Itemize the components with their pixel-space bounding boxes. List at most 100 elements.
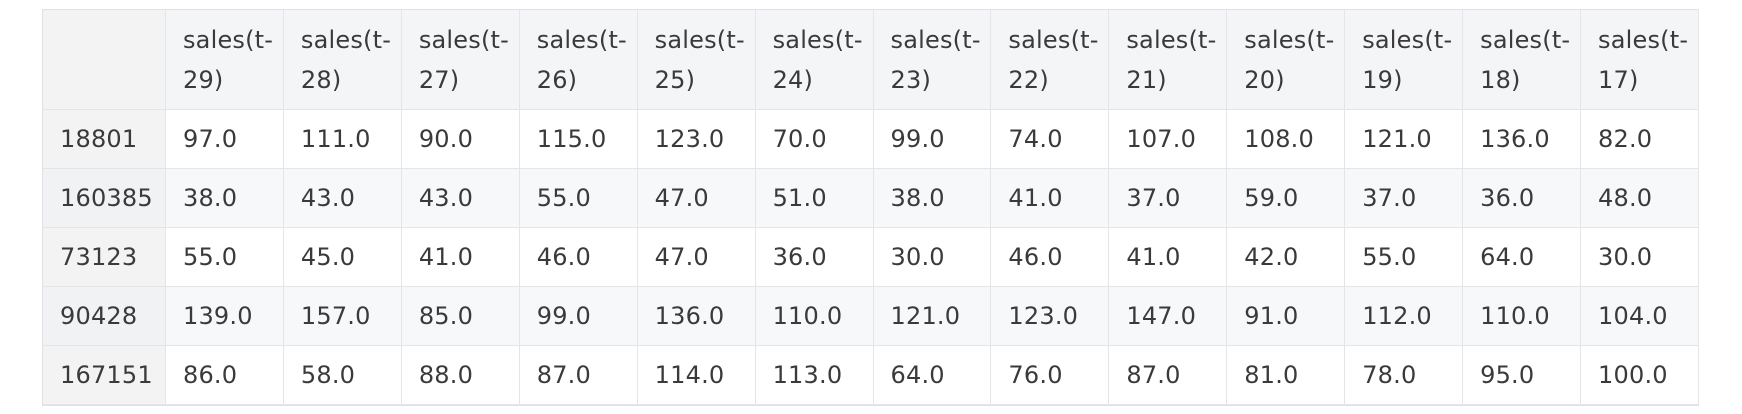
column-header: sales(t- 17) (1580, 10, 1699, 110)
table-cell: 157.0 (283, 286, 402, 346)
column-header-line: sales(t- (418, 25, 509, 54)
table-cell: 99.0 (519, 286, 638, 346)
table-cell: 78.0 (1344, 345, 1464, 405)
table-cell: 81.0 (1226, 345, 1346, 405)
table-cell: 48.0 (1580, 168, 1699, 228)
row-index-cell: 167151 (43, 345, 166, 405)
column-header: sales(t- 19) (1344, 10, 1464, 110)
table-cell: 41.0 (990, 168, 1110, 228)
table-cell: 90.0 (401, 109, 520, 169)
table-cell: 121.0 (1344, 109, 1464, 169)
table-cell: 110.0 (1462, 286, 1582, 346)
table-cell: 113.0 (755, 345, 874, 405)
column-header-line: sales(t- (1126, 25, 1217, 54)
column-header-line: 27) (418, 65, 460, 94)
table-cell: 100.0 (1580, 345, 1699, 405)
table-cell: 115.0 (519, 109, 638, 169)
table-row: 167151 86.0 58.0 88.0 87.0 114.0 113.0 6… (43, 345, 1699, 405)
column-header-line: 22) (1008, 65, 1049, 94)
table-cell: 104.0 (1580, 286, 1699, 346)
table-cell: 38.0 (165, 168, 284, 228)
table-cell: 41.0 (1108, 227, 1228, 287)
table-cell: 36.0 (1462, 168, 1582, 228)
table-row: 160385 38.0 43.0 43.0 55.0 47.0 51.0 38.… (43, 168, 1699, 228)
table-cell: 108.0 (1226, 109, 1346, 169)
table-cell: 70.0 (755, 109, 874, 169)
column-header-line: 21) (1126, 65, 1167, 94)
column-header-line: 18) (1480, 65, 1521, 94)
table-cell: 47.0 (637, 227, 756, 287)
column-header-line: sales(t- (1480, 25, 1571, 54)
table-cell: 121.0 (873, 286, 992, 346)
column-header-line: 23) (890, 65, 932, 94)
row-index-cell: 90428 (43, 286, 166, 346)
table-cell: 43.0 (401, 168, 520, 228)
table-cell: 111.0 (283, 109, 402, 169)
table-cell: 87.0 (1108, 345, 1228, 405)
table-cell: 139.0 (165, 286, 284, 346)
table-cell: 95.0 (1462, 345, 1582, 405)
column-header-line: sales(t- (772, 25, 863, 54)
table-cell: 107.0 (1108, 109, 1228, 169)
column-header-line: sales(t- (654, 25, 745, 54)
column-header-line: 24) (772, 65, 814, 94)
table-cell: 30.0 (873, 227, 992, 287)
table-cell: 64.0 (1462, 227, 1582, 287)
table-cell: 55.0 (1344, 227, 1464, 287)
column-header: sales(t- 20) (1226, 10, 1346, 110)
column-header-line: sales(t- (536, 25, 627, 54)
table-cell: 43.0 (283, 168, 402, 228)
table-cell: 110.0 (755, 286, 874, 346)
table-row: 90428 139.0 157.0 85.0 99.0 136.0 110.0 … (43, 286, 1699, 346)
column-header: sales(t- 21) (1108, 10, 1228, 110)
table-cell: 37.0 (1108, 168, 1228, 228)
column-header-line: 19) (1362, 65, 1403, 94)
column-header-line: 17) (1598, 65, 1639, 94)
column-header: sales(t- 23) (873, 10, 992, 110)
column-header-line: sales(t- (890, 25, 981, 54)
table-cell: 123.0 (637, 109, 756, 169)
row-index-cell: 18801 (43, 109, 166, 169)
table-cell: 58.0 (283, 345, 402, 405)
table-cell: 55.0 (519, 168, 638, 228)
table-cell: 64.0 (873, 345, 992, 405)
table-cell: 46.0 (990, 227, 1110, 287)
table-cell: 37.0 (1344, 168, 1464, 228)
table-cell: 76.0 (990, 345, 1110, 405)
column-header: sales(t- 18) (1462, 10, 1582, 110)
table-cell: 88.0 (401, 345, 520, 405)
row-index-cell: 73123 (43, 227, 166, 287)
row-index-cell: 160385 (43, 168, 166, 228)
column-header: sales(t- 28) (283, 10, 402, 110)
table-cell: 123.0 (990, 286, 1110, 346)
column-header: sales(t- 24) (755, 10, 874, 110)
table-cell: 91.0 (1226, 286, 1346, 346)
dataframe-table-viewport[interactable]: sales(t- 29) sales(t- 28) sales(t- 27) sale… (42, 9, 1699, 406)
table-cell: 46.0 (519, 227, 638, 287)
table-cell: 59.0 (1226, 168, 1346, 228)
table-cell: 38.0 (873, 168, 992, 228)
column-header: sales(t- 29) (165, 10, 284, 110)
column-header-line: 25) (654, 65, 696, 94)
column-header: sales(t- 25) (637, 10, 756, 110)
table-cell: 86.0 (165, 345, 284, 405)
header-row: sales(t- 29) sales(t- 28) sales(t- 27) sale… (43, 10, 1699, 110)
column-header-line: sales(t- (1362, 25, 1453, 54)
table-cell: 114.0 (637, 345, 756, 405)
table-cell: 74.0 (990, 109, 1110, 169)
index-header-cell (43, 10, 166, 110)
column-header-line: 28) (300, 65, 342, 94)
column-header: sales(t- 22) (990, 10, 1110, 110)
table-cell: 36.0 (755, 227, 874, 287)
table-cell: 42.0 (1226, 227, 1346, 287)
column-header-line: 26) (536, 65, 578, 94)
table-cell: 55.0 (165, 227, 284, 287)
table-row: 18801 97.0 111.0 90.0 115.0 123.0 70.0 9… (43, 109, 1699, 169)
table-row: 73123 55.0 45.0 41.0 46.0 47.0 36.0 30.0… (43, 227, 1699, 287)
table-cell: 147.0 (1108, 286, 1228, 346)
column-header-line: 20) (1244, 65, 1285, 94)
column-header-line: sales(t- (1008, 25, 1099, 54)
table-cell: 136.0 (1462, 109, 1582, 169)
table-cell: 87.0 (519, 345, 638, 405)
table-cell: 41.0 (401, 227, 520, 287)
